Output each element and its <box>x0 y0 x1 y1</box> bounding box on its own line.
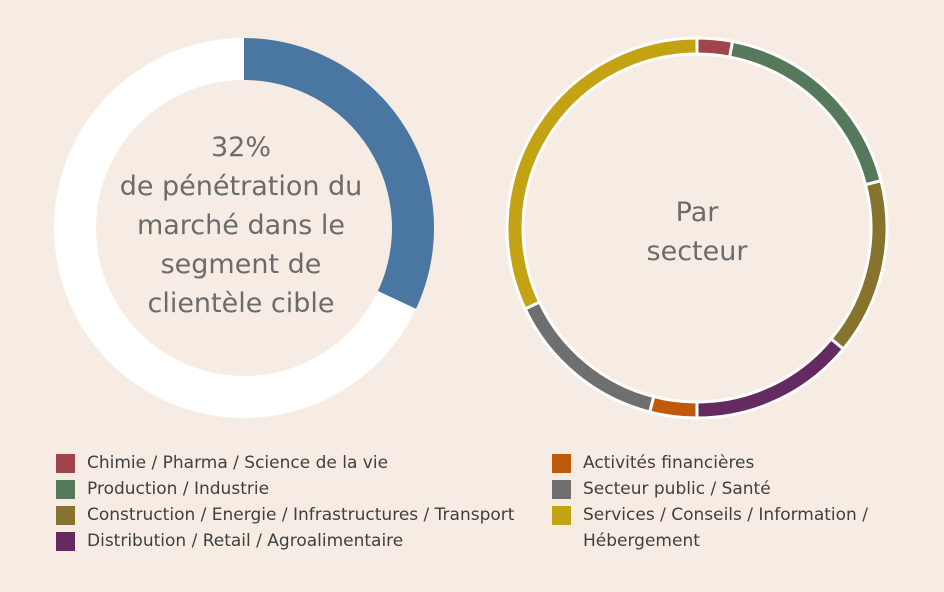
sector-slice-distribution-retail-agroalimentaire <box>695 336 846 420</box>
legend-swatch-activites-financieres <box>552 454 571 473</box>
legend-label-services-line-2: Hébergement <box>583 531 700 551</box>
legend-item-production: Production / Industrie <box>56 476 536 502</box>
sector-slice-construction-energie-infrastructures-transport <box>828 178 889 352</box>
legend-item-chimie: Chimie / Pharma / Science de la vie <box>56 450 536 476</box>
sector-slice-chimie-pharma-science-de-la-vie <box>695 36 735 59</box>
legend-item-services: Services / Conseils / Information / Hébe… <box>552 502 892 554</box>
legend-label-chimie: Chimie / Pharma / Science de la vie <box>87 453 389 473</box>
legend-item-secteur-public: Secteur public / Santé <box>552 476 892 502</box>
penetration-center-text: 32% de pénétration du marché dans le seg… <box>95 128 387 323</box>
penetration-slice-1 <box>244 38 435 309</box>
legend-item-activites-financieres: Activités financières <box>552 450 892 476</box>
legend-label-secteur-public: Secteur public / Santé <box>583 479 771 499</box>
sector-center-line-1: Par <box>675 197 719 228</box>
legend-label-distribution: Distribution / Retail / Agroalimentaire <box>87 531 404 551</box>
sector-center-text: Par secteur <box>597 193 797 271</box>
legend-label-construction: Construction / Energie / Infrastructures… <box>87 505 515 525</box>
penetration-caption-line-4: clientèle cible <box>147 288 335 319</box>
legend-swatch-construction <box>56 506 75 525</box>
legend-swatch-distribution <box>56 532 75 551</box>
legend-swatch-chimie <box>56 454 75 473</box>
legend-swatch-services <box>552 506 571 525</box>
sector-slice-activites-financieres <box>647 394 699 420</box>
sector-slice-secteur-public-sante <box>523 300 656 414</box>
sector-slice-services-conseils-information-hebergement <box>505 36 699 311</box>
penetration-caption-line-1: de pénétration du <box>119 171 363 202</box>
legend-item-construction: Construction / Energie / Infrastructures… <box>56 502 536 528</box>
penetration-caption-line-3: segment de <box>160 249 322 280</box>
penetration-value: 32% <box>210 132 271 163</box>
sector-center-line-2: secteur <box>646 236 748 267</box>
sector-slice-production-industrie <box>727 39 883 187</box>
legend-label-services-line-1: Services / Conseils / Information / <box>583 505 868 525</box>
legend-item-distribution: Distribution / Retail / Agroalimentaire <box>56 528 536 554</box>
legend-swatch-secteur-public <box>552 480 571 499</box>
legend-label-activites-financieres: Activités financières <box>583 453 755 473</box>
legend-left: Chimie / Pharma / Science de la vie Prod… <box>56 450 536 554</box>
legend-label-production: Production / Industrie <box>87 479 270 499</box>
legend-right: Activités financières Secteur public / S… <box>552 450 892 554</box>
legend-swatch-production <box>56 480 75 499</box>
penetration-caption-line-2: marché dans le <box>136 210 346 241</box>
